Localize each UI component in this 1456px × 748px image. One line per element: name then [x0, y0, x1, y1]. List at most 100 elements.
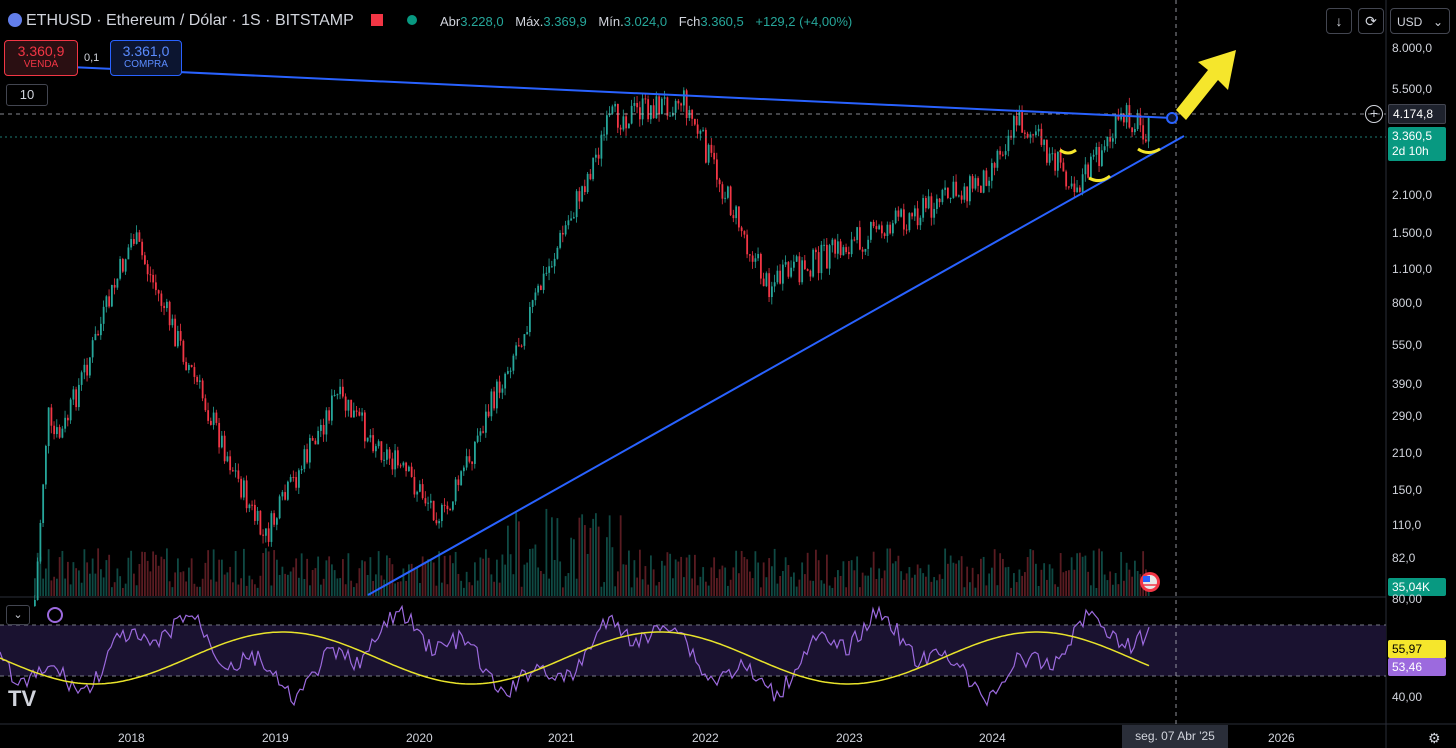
candle-body: [977, 178, 980, 186]
candle-body: [111, 284, 113, 307]
ohlc-readout: Abr3.228,0 Máx.3.369,9 Mín.3.024,0 Fch3.…: [440, 14, 860, 29]
candle-body: [523, 334, 526, 346]
candle-body: [405, 462, 408, 472]
download-icon[interactable]: ↓: [1326, 8, 1352, 34]
upper-trendline[interactable]: [69, 66, 1173, 119]
quantity-input[interactable]: 10: [6, 84, 48, 106]
volume-bar: [482, 558, 485, 596]
candle-body: [504, 373, 507, 389]
volume-bar: [72, 562, 75, 596]
candle-body: [479, 431, 482, 436]
bar-countdown: 2d 10h: [1392, 144, 1429, 158]
candle-body: [358, 411, 361, 416]
volume-bar: [443, 555, 446, 596]
volume-bar: [157, 565, 160, 596]
candle-body: [487, 411, 490, 417]
volume-bar: [240, 578, 243, 596]
volume-bar: [493, 581, 496, 596]
candle-body: [493, 391, 496, 409]
volume-bar: [806, 552, 809, 596]
candle-body: [630, 105, 633, 124]
high-label: Máx.: [515, 14, 544, 29]
candle-body: [1013, 116, 1015, 138]
candle-body: [419, 484, 421, 492]
candle-body: [636, 102, 639, 108]
trendline-handle[interactable]: [1166, 112, 1178, 124]
symbol-title[interactable]: ETHUSD · Ethereum / Dólar · 1S · BITSTAM…: [8, 12, 354, 30]
rsi-ma-tag: 55,97: [1388, 640, 1446, 658]
candle-body: [234, 470, 237, 472]
candle-body: [160, 293, 163, 306]
volume-bar: [925, 576, 927, 596]
candle-body: [496, 381, 498, 409]
volume-bar: [1018, 569, 1021, 596]
volume-bar: [886, 548, 889, 596]
candle-body: [864, 248, 867, 252]
volume-bar: [270, 585, 273, 596]
candle-body: [540, 285, 542, 290]
flag-icon[interactable]: [371, 14, 383, 26]
candle-body: [537, 285, 540, 293]
candle-body: [141, 241, 144, 256]
sell-button[interactable]: 3.360,9 VENDA: [4, 40, 78, 76]
collapse-pane-icon[interactable]: ⌄: [6, 605, 30, 625]
candle-body: [78, 384, 80, 408]
refresh-icon[interactable]: ⟳: [1358, 8, 1384, 34]
candle-body: [1032, 134, 1035, 136]
candle-body: [289, 477, 292, 482]
candle-body: [179, 331, 182, 341]
volume-bar: [207, 550, 210, 596]
volume-bar: [336, 578, 339, 596]
candle-body: [595, 154, 597, 158]
time-axis-label: 2018: [118, 731, 145, 745]
candle-body: [298, 470, 300, 488]
candle-body: [1004, 151, 1007, 155]
candle-body: [872, 221, 875, 227]
rsi-indicator-icon[interactable]: [47, 607, 63, 623]
volume-bar: [468, 582, 471, 596]
candle-body: [421, 484, 424, 499]
gear-icon[interactable]: ⚙: [1428, 730, 1441, 746]
candle-body: [735, 206, 738, 219]
candle-body: [207, 410, 210, 421]
volume-bar: [955, 563, 958, 596]
breakout-arrow: [1176, 50, 1236, 120]
volume-bar: [702, 567, 705, 596]
volume-bar: [839, 575, 842, 596]
volume-bar: [1139, 574, 1142, 596]
candle-body: [815, 249, 817, 253]
candle-body: [573, 217, 575, 219]
volume-bar: [900, 571, 903, 596]
currency-select[interactable]: USD ⌄: [1390, 8, 1450, 34]
candle-body: [597, 154, 600, 159]
rsi-axis-80: 80,00: [1392, 592, 1423, 606]
volume-bar: [727, 585, 729, 596]
candle-body: [218, 422, 221, 448]
volume-bar: [306, 558, 309, 596]
candles: [34, 87, 1150, 607]
candle-body: [859, 227, 861, 250]
volume-bar: [1046, 579, 1048, 596]
volume-bar: [188, 567, 190, 596]
candle-body: [446, 505, 449, 509]
volume-bar: [177, 558, 179, 596]
volume-bar: [804, 574, 806, 596]
candle-body: [1029, 134, 1032, 138]
volume-bar: [762, 562, 765, 596]
volume-bar: [949, 555, 952, 596]
candle-body: [138, 232, 141, 242]
lower-trendline[interactable]: [367, 135, 1185, 596]
volume-bar: [562, 587, 564, 596]
add-alert-icon[interactable]: +: [1365, 105, 1383, 123]
us-flag-icon[interactable]: [1140, 572, 1160, 592]
candle-body: [903, 209, 905, 230]
candle-body: [262, 534, 265, 536]
candle-body: [518, 345, 520, 347]
candle-body: [1106, 136, 1109, 147]
volume-bar: [732, 567, 735, 596]
candle-body: [526, 332, 529, 335]
buy-button[interactable]: 3.361,0 COMPRA: [110, 40, 182, 76]
candle-body: [658, 96, 661, 115]
volume-bar: [625, 564, 628, 596]
